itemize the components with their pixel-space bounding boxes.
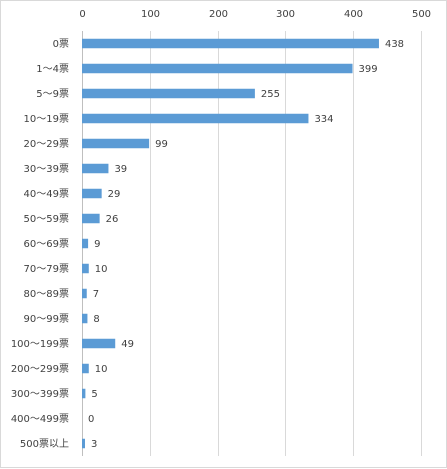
bar bbox=[82, 88, 255, 99]
category-label: 400～499票 bbox=[11, 413, 69, 425]
category-label: 200～299票 bbox=[11, 363, 69, 375]
bar bbox=[82, 288, 87, 299]
x-tick-label: 200 bbox=[209, 9, 228, 20]
category-label: 60～69票 bbox=[24, 238, 69, 250]
bar bbox=[82, 213, 100, 224]
data-label: 0 bbox=[88, 414, 94, 425]
bar bbox=[82, 313, 88, 324]
bar bbox=[82, 388, 86, 399]
data-label: 7 bbox=[93, 289, 99, 300]
x-axis-ticks: 0 100 200 300 400 500 bbox=[79, 9, 431, 20]
category-label: 20～29票 bbox=[24, 138, 69, 150]
x-tick-label: 400 bbox=[344, 9, 363, 20]
x-tick-label: 0 bbox=[79, 9, 85, 20]
data-label: 255 bbox=[261, 89, 280, 100]
bar bbox=[82, 363, 89, 374]
data-label: 9 bbox=[94, 239, 100, 250]
data-label: 8 bbox=[93, 314, 99, 325]
bar bbox=[82, 113, 309, 124]
category-label: 70～79票 bbox=[24, 263, 69, 275]
category-label: 80～89票 bbox=[24, 288, 69, 300]
x-tick-label: 300 bbox=[276, 9, 295, 20]
data-label: 399 bbox=[359, 64, 378, 75]
category-label: 1～4票 bbox=[36, 63, 69, 75]
data-label: 438 bbox=[385, 39, 404, 50]
bar bbox=[82, 263, 89, 274]
x-tick-label: 500 bbox=[412, 9, 431, 20]
category-label: 100～199票 bbox=[11, 338, 69, 350]
data-label: 334 bbox=[314, 114, 333, 125]
category-labels: 0票 1～4票 5～9票 10～19票 20～29票 30～39票 40～49票 50～59票… bbox=[11, 38, 69, 450]
bar bbox=[82, 238, 89, 249]
data-label: 10 bbox=[95, 264, 108, 275]
bar bbox=[82, 188, 102, 199]
category-label: 10～19票 bbox=[24, 113, 69, 125]
bar bbox=[82, 38, 379, 49]
category-label: 0票 bbox=[53, 38, 69, 50]
bars bbox=[82, 38, 379, 449]
data-label: 10 bbox=[95, 364, 108, 375]
data-labels: 438 399 255 334 99 39 29 26 9 10 7 8 49 10 5 0 3 bbox=[88, 39, 404, 450]
category-label: 5～9票 bbox=[36, 88, 69, 100]
bar bbox=[82, 63, 353, 74]
data-label: 99 bbox=[155, 139, 168, 150]
data-label: 29 bbox=[108, 189, 121, 200]
category-label: 50～59票 bbox=[24, 213, 69, 225]
data-label: 39 bbox=[114, 164, 127, 175]
bar bbox=[82, 338, 116, 349]
category-label: 30～39票 bbox=[24, 163, 69, 175]
bar bbox=[82, 438, 85, 449]
bar bbox=[82, 163, 109, 174]
category-label: 500票以上 bbox=[20, 438, 69, 450]
category-label: 300～399票 bbox=[11, 388, 69, 400]
x-tick-label: 100 bbox=[141, 9, 160, 20]
category-label: 40～49票 bbox=[24, 188, 69, 200]
data-label: 49 bbox=[121, 339, 134, 350]
data-label: 5 bbox=[91, 389, 97, 400]
bar bbox=[82, 138, 150, 149]
data-label: 26 bbox=[106, 214, 119, 225]
gridlines bbox=[82, 31, 422, 456]
category-label: 90～99票 bbox=[24, 313, 69, 325]
data-label: 3 bbox=[91, 439, 97, 450]
